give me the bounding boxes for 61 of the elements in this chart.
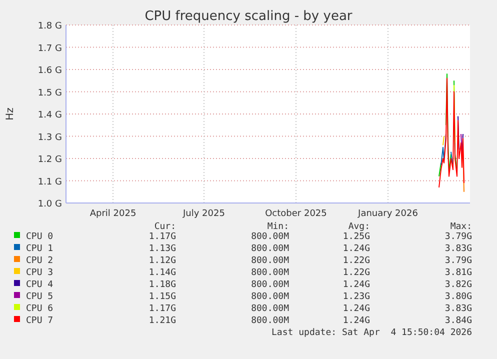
text: 3.82G xyxy=(444,280,472,290)
text: Max: xyxy=(450,222,472,232)
legend-label: CPU 1 xyxy=(26,244,54,254)
text: 1.25G xyxy=(342,232,370,242)
text: 800.00M xyxy=(251,292,290,302)
y-tick-label: 1.4 G xyxy=(38,110,62,120)
legend-label: CPU 4 xyxy=(26,280,54,290)
text: 3.80G xyxy=(444,292,472,302)
legend-label: CPU 2 xyxy=(26,256,54,266)
x-tick-label: July 2025 xyxy=(182,209,225,219)
text: 800.00M xyxy=(251,268,290,278)
text: 1.21G xyxy=(148,316,176,326)
text: Avg: xyxy=(348,222,370,232)
y-tick-label: 1.6 G xyxy=(38,66,62,76)
legend-label: CPU 6 xyxy=(26,304,54,314)
text: 800.00M xyxy=(251,316,290,326)
text: 1.22G xyxy=(342,256,370,266)
y-tick-label: 1.5 G xyxy=(38,88,62,98)
text: 800.00M xyxy=(251,256,290,266)
y-tick-label: 1.2 G xyxy=(38,155,62,165)
legend-label: CPU 7 xyxy=(26,316,54,326)
text: 1.17G xyxy=(148,304,176,314)
y-tick-label: 1.3 G xyxy=(38,132,62,143)
line-series xyxy=(438,78,464,188)
y-axis-title: Hz xyxy=(5,108,16,120)
text: 800.00M xyxy=(251,304,290,314)
text: 800.00M xyxy=(251,244,290,254)
text: 800.00M xyxy=(251,232,290,242)
text: Min: xyxy=(267,222,289,232)
legend-label: CPU 0 xyxy=(26,232,54,242)
x-tick-label: October 2025 xyxy=(265,209,327,219)
text: 1.23G xyxy=(342,292,370,302)
text: 1.13G xyxy=(148,244,176,254)
text: 1.24G xyxy=(342,280,370,290)
y-tick-label: 1.7 G xyxy=(38,44,62,54)
text: 1.14G xyxy=(148,268,176,278)
text: 1.12G xyxy=(148,256,176,266)
chart-title: CPU frequency scaling - by year xyxy=(144,9,353,24)
text: 1.24G xyxy=(342,244,370,254)
text: 3.83G xyxy=(444,304,472,314)
y-tick-label: 1.8 G xyxy=(38,22,62,32)
text: 1.22G xyxy=(342,268,370,278)
text: Last update: Sat Apr 4 15:50:04 2026 xyxy=(272,328,472,338)
legend-label: CPU 3 xyxy=(26,268,54,278)
y-tick-label: 1.1 G xyxy=(38,177,62,188)
text: 1.24G xyxy=(342,304,370,314)
text: 3.81G xyxy=(444,268,472,278)
y-tick-label: 1.0 G xyxy=(38,200,62,210)
text: 1.24G xyxy=(342,316,370,326)
text: 1.15G xyxy=(148,292,176,302)
x-tick-label: January 2026 xyxy=(357,209,418,219)
text: 3.79G xyxy=(444,256,472,266)
text: Cur: xyxy=(154,222,176,232)
text: 1.18G xyxy=(148,280,176,290)
text: 800.00M xyxy=(251,280,290,290)
x-tick-label: April 2025 xyxy=(90,209,136,219)
text: 3.84G xyxy=(444,316,472,326)
text: 1.17G xyxy=(148,232,176,242)
legend-label: CPU 5 xyxy=(26,292,54,302)
text: 3.83G xyxy=(444,244,472,254)
text: 3.79G xyxy=(444,232,472,242)
